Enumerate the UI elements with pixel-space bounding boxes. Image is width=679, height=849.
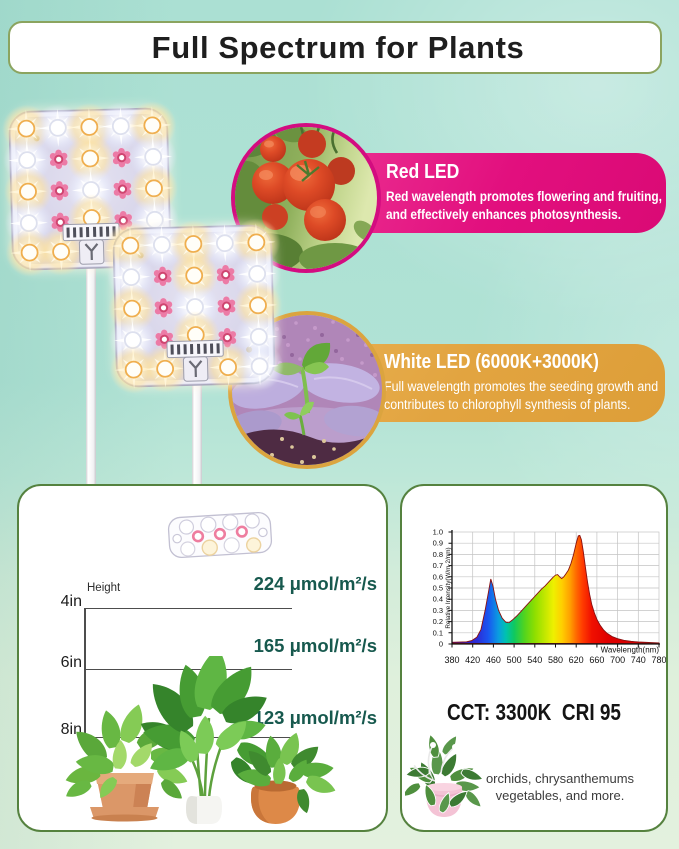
svg-text:500: 500 — [507, 655, 522, 665]
svg-text:Wavelength(nm): Wavelength(nm) — [601, 646, 660, 655]
svg-text:740: 740 — [631, 655, 646, 665]
svg-text:620: 620 — [569, 655, 584, 665]
svg-text:0.9: 0.9 — [433, 539, 443, 548]
svg-text:380: 380 — [444, 655, 459, 665]
svg-text:780: 780 — [651, 655, 666, 665]
svg-text:Relative Intensity(W/m·2/nm): Relative Intensity(W/m·2/nm) — [445, 547, 452, 628]
svg-text:460: 460 — [486, 655, 501, 665]
svg-text:0.7: 0.7 — [433, 561, 443, 570]
svg-text:0.6: 0.6 — [433, 572, 443, 581]
svg-text:700: 700 — [610, 655, 625, 665]
svg-text:0.5: 0.5 — [433, 584, 443, 593]
svg-text:0.3: 0.3 — [433, 606, 443, 615]
svg-text:580: 580 — [548, 655, 563, 665]
svg-text:540: 540 — [527, 655, 542, 665]
svg-text:0: 0 — [439, 640, 443, 649]
svg-text:0.1: 0.1 — [433, 628, 443, 637]
svg-text:660: 660 — [589, 655, 604, 665]
svg-text:0.2: 0.2 — [433, 617, 443, 626]
svg-text:1.0: 1.0 — [433, 528, 443, 537]
svg-text:420: 420 — [465, 655, 480, 665]
svg-text:0.4: 0.4 — [433, 595, 443, 604]
svg-text:0.8: 0.8 — [433, 550, 443, 559]
